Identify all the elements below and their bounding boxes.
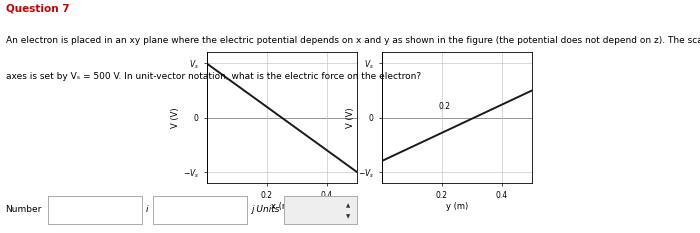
Text: j Units: j Units bbox=[251, 205, 279, 214]
Text: axes is set by Vₛ = 500 V. In unit-vector notation, what is the electric force o: axes is set by Vₛ = 500 V. In unit-vecto… bbox=[6, 72, 421, 81]
Text: i: i bbox=[146, 205, 148, 214]
X-axis label: y (m): y (m) bbox=[446, 202, 468, 211]
Text: Question 7: Question 7 bbox=[6, 3, 69, 14]
Text: Number: Number bbox=[6, 205, 42, 214]
X-axis label: x (m): x (m) bbox=[271, 202, 293, 211]
Text: 0.2: 0.2 bbox=[439, 102, 451, 111]
Text: An electron is placed in an xy plane where the electric potential depends on x a: An electron is placed in an xy plane whe… bbox=[6, 36, 700, 45]
Y-axis label: V (V): V (V) bbox=[171, 107, 180, 128]
Text: ▲: ▲ bbox=[346, 203, 350, 208]
Text: ▼: ▼ bbox=[346, 214, 350, 219]
Y-axis label: V (V): V (V) bbox=[346, 107, 355, 128]
